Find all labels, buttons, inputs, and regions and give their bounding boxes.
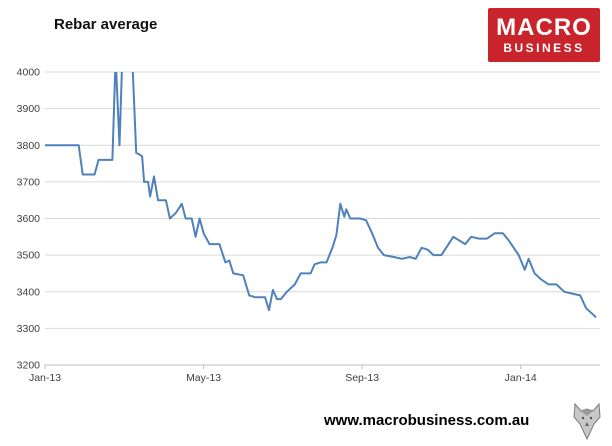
logo-text-macro: MACRO xyxy=(496,14,592,41)
y-axis-tick-label: 3600 xyxy=(17,213,41,225)
chart-title: Rebar average xyxy=(54,16,158,33)
y-axis-tick-label: 3300 xyxy=(17,323,41,335)
x-axis-tick-label: Jan-14 xyxy=(505,372,537,384)
y-axis-tick-label: 3200 xyxy=(17,360,41,372)
x-axis-tick-label: May-13 xyxy=(186,372,221,384)
y-axis-tick-label: 3400 xyxy=(17,286,41,298)
macrobusiness-logo: MACRO BUSINESS xyxy=(488,8,600,62)
y-axis-tick-label: 3900 xyxy=(17,103,41,115)
y-axis-tick-label: 3700 xyxy=(17,176,41,188)
y-axis-tick-label: 3500 xyxy=(17,250,41,262)
logo-text-business: BUSINESS xyxy=(503,41,585,55)
y-axis-tick-label: 3800 xyxy=(17,140,41,152)
y-axis-tick-label: 4000 xyxy=(17,67,41,79)
website-url: www.macrobusiness.com.au xyxy=(324,412,530,429)
wolf-logo-icon xyxy=(573,402,601,441)
x-axis-tick-label: Sep-13 xyxy=(345,372,379,384)
x-axis-tick-label: Jan-13 xyxy=(29,372,61,384)
rebar-series-line xyxy=(45,72,597,319)
